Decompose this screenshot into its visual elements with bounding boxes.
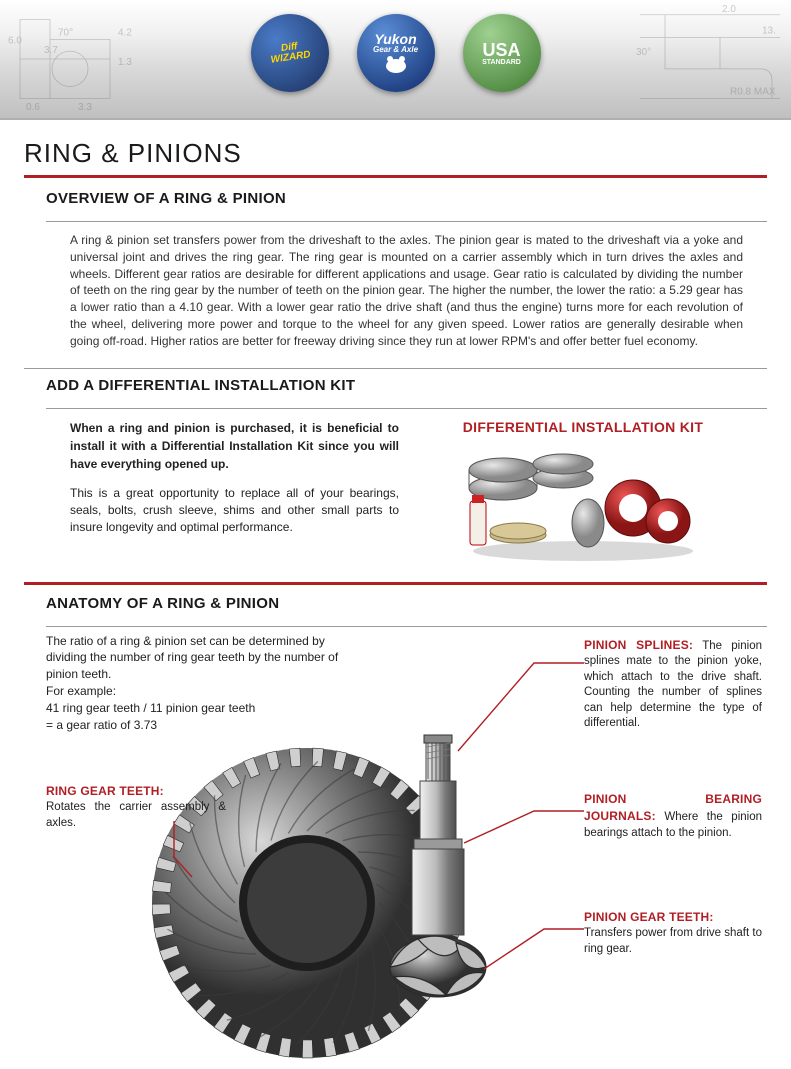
callout-ring-label: RING GEAR TEETH: — [46, 784, 164, 798]
callout-pteeth-text: Transfers power from drive shaft to ring… — [584, 927, 762, 955]
anatomy-heading: ANATOMY OF A RING & PINION — [46, 595, 767, 612]
svg-text:0.6: 0.6 — [26, 102, 40, 113]
logo-usa-sub: STANDARD — [482, 59, 521, 66]
callout-pinion-splines: PINION SPLINES: The pinion splines mate … — [584, 637, 762, 732]
page-content: RING & PINIONS OVERVIEW OF A RING & PINI… — [0, 120, 791, 1069]
logo-yukon-line1: Yukon — [374, 32, 416, 46]
logo-diff-line2: WIZARD — [270, 50, 311, 65]
logo-usa-standard: USA STANDARD — [463, 14, 541, 92]
overview-heading: OVERVIEW OF A RING & PINION — [46, 190, 767, 207]
callout-bearing-journals: PINION BEARING JOURNALS: Where the pinio… — [584, 791, 762, 842]
red-divider — [24, 582, 767, 585]
grey-divider — [46, 408, 767, 409]
overview-paragraph: A ring & pinion set transfers power from… — [70, 232, 743, 350]
grey-divider — [46, 626, 767, 627]
bear-icon — [381, 54, 411, 74]
callout-ring-teeth: RING GEAR TEETH: Rotates the carrier ass… — [46, 783, 226, 832]
grey-divider — [24, 368, 767, 369]
kit-sub: This is a great opportunity to replace a… — [70, 485, 399, 537]
grey-divider — [46, 221, 767, 222]
anatomy-intro-1: The ratio of a ring & pinion set can be … — [46, 634, 338, 682]
anatomy-intro-4: = a gear ratio of 3.73 — [46, 718, 157, 732]
anatomy-diagram: The ratio of a ring & pinion set can be … — [24, 633, 767, 1069]
logo-diff-wizard: Diff WIZARD — [245, 9, 333, 97]
anatomy-intro: The ratio of a ring & pinion set can be … — [46, 633, 346, 734]
kit-heading: ADD A DIFFERENTIAL INSTALLATION KIT — [46, 377, 767, 394]
svg-text:3.3: 3.3 — [78, 102, 92, 113]
callout-pteeth-label: PINION GEAR TEETH: — [584, 910, 714, 924]
kit-icon — [458, 443, 708, 563]
callout-splines-label: PINION SPLINES: — [584, 638, 693, 652]
logo-usa-big: USA — [482, 41, 520, 59]
anatomy-intro-3: 41 ring gear teeth / 11 pinion gear teet… — [46, 701, 255, 715]
red-divider — [24, 175, 767, 178]
callout-splines-text: The pinion splines mate to the pinion yo… — [584, 640, 762, 730]
kit-lede: When a ring and pinion is purchased, it … — [70, 419, 399, 473]
kit-text-col: When a ring and pinion is purchased, it … — [70, 419, 399, 568]
callout-pinion-teeth: PINION GEAR TEETH: Transfers power from … — [584, 909, 762, 958]
page-title: RING & PINIONS — [24, 138, 767, 169]
kit-row: When a ring and pinion is purchased, it … — [70, 419, 743, 568]
callout-ring-text: Rotates the carrier assembly & axles. — [46, 801, 226, 829]
kit-image-heading: DIFFERENTIAL INSTALLATION KIT — [423, 419, 743, 435]
kit-image-col: DIFFERENTIAL INSTALLATION KIT — [423, 419, 743, 568]
logo-yukon-line2: Gear & Axle — [373, 46, 418, 54]
header-logos: Diff WIZARD Yukon Gear & Axle USA STANDA… — [0, 14, 791, 92]
anatomy-intro-2: For example: — [46, 684, 116, 698]
ring-pinion-icon — [152, 725, 512, 1069]
header-band: 6.0 70° 3.7 4.2 1.3 0.6 3.3 2.0 13. 30° … — [0, 0, 791, 120]
logo-yukon: Yukon Gear & Axle — [357, 14, 435, 92]
